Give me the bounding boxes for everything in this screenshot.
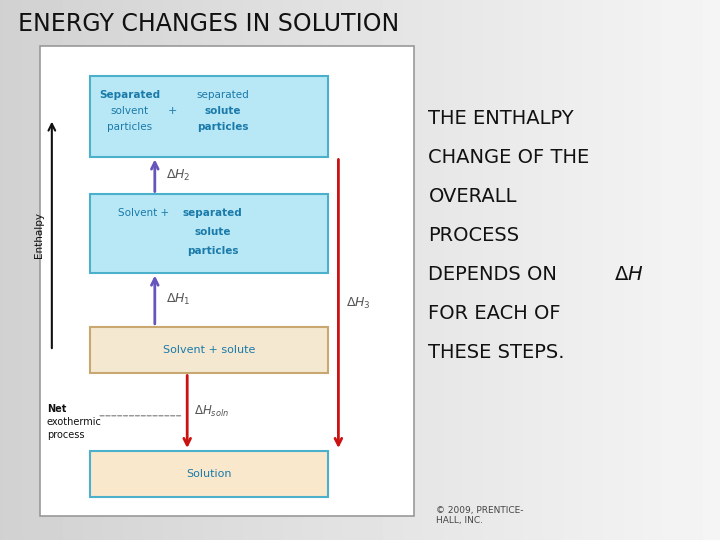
Bar — [90, 327, 328, 373]
Text: +: + — [168, 106, 178, 116]
Text: particles: particles — [186, 246, 238, 256]
Text: $\Delta \mathit{H}$: $\Delta \mathit{H}$ — [614, 265, 644, 284]
Text: solute: solute — [194, 227, 230, 237]
Text: particles: particles — [107, 122, 152, 132]
Text: PROCESS: PROCESS — [428, 226, 520, 245]
Text: exothermic: exothermic — [47, 417, 102, 427]
Text: solvent: solvent — [111, 106, 148, 116]
Bar — [40, 46, 414, 516]
Text: Separated: Separated — [99, 90, 160, 99]
Text: process: process — [47, 430, 84, 440]
Text: Net: Net — [47, 404, 66, 414]
Text: DEPENDS ON: DEPENDS ON — [428, 265, 564, 284]
Text: Solvent +: Solvent + — [118, 208, 170, 218]
Bar — [90, 194, 328, 273]
Text: particles: particles — [197, 122, 249, 132]
Text: © 2009, PRENTICE-
HALL, INC.: © 2009, PRENTICE- HALL, INC. — [436, 506, 523, 525]
Bar — [90, 76, 328, 157]
Text: $\Delta H_{soln}$: $\Delta H_{soln}$ — [194, 404, 230, 419]
Text: $\Delta H_2$: $\Delta H_2$ — [166, 168, 190, 183]
Text: solute: solute — [205, 106, 241, 116]
Text: separated: separated — [197, 90, 250, 99]
Text: Enthalpy: Enthalpy — [34, 212, 44, 258]
Bar — [90, 451, 328, 497]
Text: THE ENTHALPY: THE ENTHALPY — [428, 109, 574, 129]
Text: OVERALL: OVERALL — [428, 187, 517, 206]
Text: $\Delta H_3$: $\Delta H_3$ — [346, 296, 370, 311]
Text: CHANGE OF THE: CHANGE OF THE — [428, 148, 590, 167]
Text: Solution: Solution — [186, 469, 232, 479]
Text: separated: separated — [183, 208, 242, 218]
Text: THESE STEPS.: THESE STEPS. — [428, 342, 565, 362]
Text: $\Delta H_1$: $\Delta H_1$ — [166, 292, 190, 307]
Text: ENERGY CHANGES IN SOLUTION: ENERGY CHANGES IN SOLUTION — [18, 12, 400, 36]
Text: Solvent + solute: Solvent + solute — [163, 345, 255, 355]
Text: FOR EACH OF: FOR EACH OF — [428, 303, 561, 323]
